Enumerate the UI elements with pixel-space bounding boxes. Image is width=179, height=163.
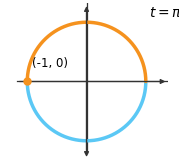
Text: $t = \pi$: $t = \pi$ xyxy=(149,6,179,20)
Text: (-1, 0): (-1, 0) xyxy=(32,57,68,70)
